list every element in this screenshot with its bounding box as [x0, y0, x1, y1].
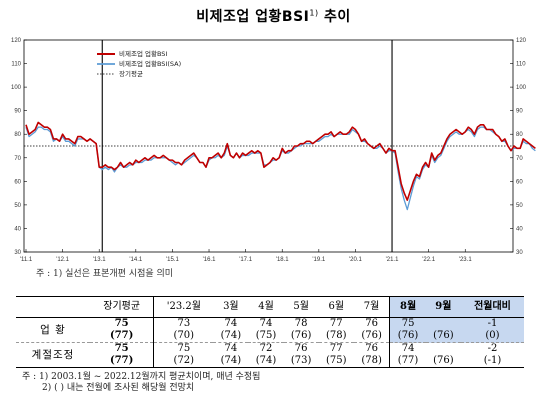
y-tick-label-right: 60: [516, 179, 523, 185]
cell-sep: (76): [425, 342, 461, 368]
table-header-aug: 8월: [389, 296, 426, 318]
table-header-may: 5월: [283, 296, 319, 318]
table-header-avg: 장기평균: [90, 296, 154, 318]
y-tick-label-left: 50: [14, 203, 21, 209]
legend-bsi-sa-label: 비제조업 업황BSI(SA): [119, 59, 181, 68]
x-tick-label: '14.1: [129, 257, 142, 263]
y-tick-label-right: 90: [516, 109, 523, 115]
y-tick-label-right: 110: [516, 62, 526, 68]
cell-may: 76 (73): [283, 342, 319, 368]
y-tick-label-left: 90: [14, 109, 21, 115]
x-tick-label: '18.1: [276, 257, 289, 263]
footnotes: 주 : 1) 2003.1월 ~ 2022.12월까지 평균치이며, 매년 수정…: [22, 372, 260, 394]
row-label: 업 황: [16, 317, 90, 343]
table-header-jul: 7월: [353, 296, 390, 318]
legend-bsi-label: 비제조업 업황BSI: [119, 49, 167, 58]
y-tick-label-left: 100: [11, 85, 22, 91]
bsi-series-line: [25, 121, 536, 201]
bsi-summary-table: 장기평균 '23.2월 3월 4월 5월 6월 7월 8월 9월 전월대비 업 …: [16, 296, 524, 368]
y-tick-label-left: 120: [11, 38, 22, 44]
footnote-2: 2) ( ) 내는 전월에 조사된 해당월 전망치: [42, 383, 195, 393]
y-tick-label-right: 30: [516, 250, 523, 256]
row-label: 계절조정: [16, 342, 90, 368]
table-row-seasonal: 계절조정 75 (77) 75 (72) 74 (74) 72 (74) 76 (73) …: [16, 342, 524, 368]
x-tick-label: '22.1: [422, 257, 435, 263]
x-tick-label: '23.1: [459, 257, 472, 263]
table-header-blank: [16, 296, 90, 318]
table-header-mar: 3월: [213, 296, 249, 318]
y-tick-label-right: 40: [516, 226, 523, 232]
x-tick-label: '21.1: [386, 257, 399, 263]
legend-average-label: 장기평균: [119, 69, 143, 78]
table-header-apr: 4월: [248, 296, 284, 318]
cell-apr: 72 (74): [248, 342, 284, 368]
cell-aug: 74 (77): [389, 342, 426, 368]
y-tick-label-left: 60: [14, 179, 21, 185]
cell-jul: 76 (76): [353, 317, 390, 343]
y-tick-label-left: 80: [14, 132, 21, 138]
cell-jun: 77 (78): [318, 317, 354, 343]
y-tick-label-left: 70: [14, 156, 21, 162]
y-tick-label-right: 70: [516, 156, 523, 162]
x-tick-label: '11.1: [20, 257, 33, 263]
cell-mar: 74 (74): [213, 342, 249, 368]
cell-jul: 76 (78): [353, 342, 390, 368]
y-tick-label-left: 110: [11, 62, 21, 68]
x-tick-label: '16.1: [203, 257, 216, 263]
y-tick-label-left: 30: [14, 250, 21, 256]
x-tick-label: '15.1: [166, 257, 179, 263]
chart-note: 주 : 1) 실선은 표본개편 시점을 의미: [36, 269, 174, 279]
table-row-business: 업 황 75 (77) 73 (70) 74 (74) 74 (75) 78 (76) 7…: [16, 317, 524, 343]
y-tick-label-right: 120: [516, 38, 527, 44]
y-tick-label-left: 40: [14, 226, 21, 232]
cell-feb: 75 (72): [153, 342, 214, 368]
cell-may: 78 (76): [283, 317, 319, 343]
cell-aug: 75 (76): [389, 317, 426, 343]
y-tick-label-right: 50: [516, 203, 523, 209]
cell-apr: 74 (75): [248, 317, 284, 343]
x-tick-label: '19.1: [312, 257, 325, 263]
cell-change: -2 (-1): [460, 342, 524, 368]
cell-feb: 73 (70): [153, 317, 214, 343]
bsi-line-chart: 30 30 40 40 50 50 60 60 70 70 80 80 90 90 100 100 110 110…: [11, 38, 536, 263]
cell-avg: 75 (77): [90, 342, 154, 368]
table-header-feb: '23.2월: [153, 296, 214, 318]
cell-jun: 77 (75): [318, 342, 354, 368]
y-tick-label-right: 100: [516, 85, 527, 91]
y-tick-label-right: 80: [516, 132, 523, 138]
table-header-change: 전월대비: [460, 296, 524, 318]
page-title: 비제조업 업황BSI1) 추이: [196, 8, 351, 25]
cell-avg: 75 (77): [90, 317, 154, 343]
table-header-sep: 9월: [425, 296, 461, 318]
x-tick-label: '17.1: [239, 257, 252, 263]
table-header-row: 장기평균 '23.2월 3월 4월 5월 6월 7월 8월 9월 전월대비: [16, 296, 524, 318]
cell-mar: 74 (74): [213, 317, 249, 343]
cell-change: -1 (0): [460, 317, 524, 343]
footnote-1: 주 : 1) 2003.1월 ~ 2022.12월까지 평균치이며, 매년 수정…: [22, 372, 261, 382]
x-tick-label: '20.1: [349, 257, 362, 263]
cell-sep: (76): [425, 317, 461, 343]
table-header-jun: 6월: [318, 296, 354, 318]
x-tick-label: '13.1: [93, 257, 106, 263]
x-tick-label: '12.1: [56, 257, 69, 263]
